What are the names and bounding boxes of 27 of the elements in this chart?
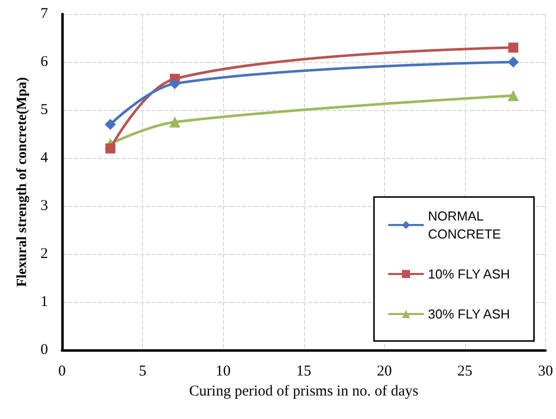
legend-label: 10% FLY ASH xyxy=(428,266,510,282)
y-axis-title: Flexural strength of concrete(Mpa) xyxy=(15,76,30,287)
y-tick-label: 2 xyxy=(40,246,48,262)
point xyxy=(169,116,180,128)
x-tick-label: 30 xyxy=(538,364,553,380)
point xyxy=(105,143,116,154)
point xyxy=(169,78,180,90)
x-tick-label: 5 xyxy=(138,364,146,380)
point xyxy=(508,42,518,53)
y-tick-label: 1 xyxy=(40,294,48,310)
legend-label: NORMAL CONCRETE xyxy=(428,208,502,242)
x-tick-label: 25 xyxy=(457,364,472,380)
y-tick-label: 4 xyxy=(40,150,48,166)
y-tick-label: 3 xyxy=(40,198,48,214)
y-tick-label: 5 xyxy=(40,102,48,118)
x-tick-label: 10 xyxy=(216,364,231,380)
legend-label: 30% FLY ASH xyxy=(428,306,510,322)
point xyxy=(508,90,519,102)
x-tick-label: 20 xyxy=(376,364,392,380)
point xyxy=(104,118,116,130)
x-tick-label: 0 xyxy=(58,364,66,380)
y-tick-label: 7 xyxy=(40,6,48,22)
y-tick-label: 6 xyxy=(40,54,48,70)
x-tick-label: 15 xyxy=(296,364,312,380)
y-tick-label: 0 xyxy=(40,342,48,358)
point xyxy=(508,56,519,68)
x-axis-title: Curing period of prisms in no. of days xyxy=(189,383,418,400)
